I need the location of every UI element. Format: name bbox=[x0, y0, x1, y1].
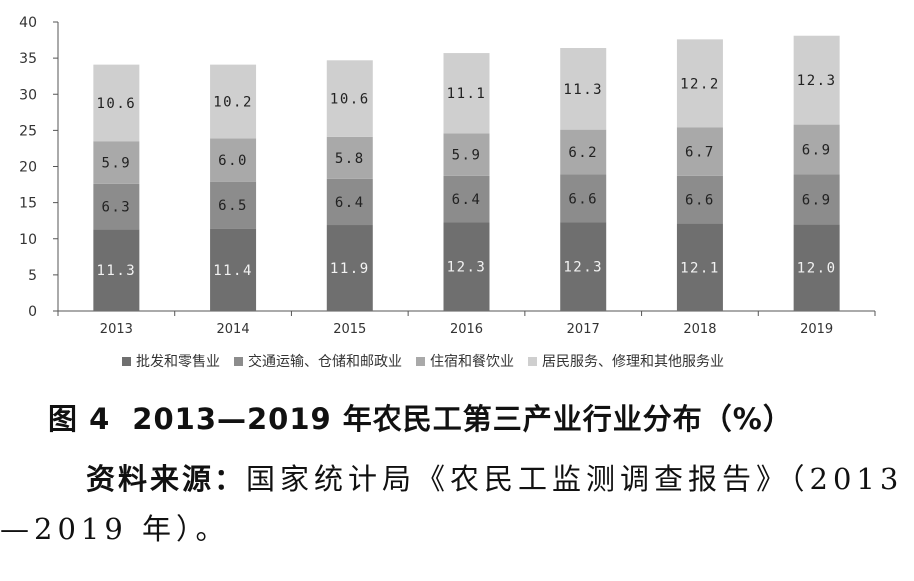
data-label: 11.4 bbox=[213, 263, 253, 279]
bar-segment bbox=[443, 133, 490, 176]
legend-item-retail: 批发和零售业 bbox=[122, 351, 220, 371]
data-label: 6.5 bbox=[218, 198, 248, 214]
bar-segment bbox=[793, 224, 840, 311]
y-tick-label: 5 bbox=[28, 268, 37, 284]
data-label: 6.9 bbox=[802, 192, 832, 208]
source-text: 国家统计局《农民工监测调查报告》（2013—2019 年）。 bbox=[0, 462, 904, 546]
bar-segment bbox=[210, 181, 257, 229]
data-label: 12.3 bbox=[563, 260, 603, 276]
bar-segment bbox=[676, 223, 723, 311]
bar-segment bbox=[443, 222, 490, 311]
y-tick-label: 30 bbox=[19, 87, 37, 103]
legend-label-transport: 交通运输、仓储和邮政业 bbox=[248, 354, 402, 370]
y-tick-label: 25 bbox=[19, 123, 37, 139]
y-tick-label: 10 bbox=[19, 232, 37, 248]
data-label: 5.9 bbox=[452, 148, 482, 164]
bar-segment bbox=[93, 183, 140, 230]
bar-segment bbox=[560, 129, 607, 175]
bar-segment bbox=[793, 35, 840, 125]
bar-segment bbox=[443, 175, 490, 223]
bar-segment bbox=[210, 228, 257, 311]
figure-number: 图 4 bbox=[48, 402, 111, 436]
data-label: 11.3 bbox=[96, 263, 136, 279]
legend-swatch-transport bbox=[234, 356, 243, 366]
legend-item-hospitality: 住宿和餐饮业 bbox=[416, 351, 514, 371]
bar-segment bbox=[793, 174, 840, 225]
bar-segment bbox=[326, 178, 373, 226]
data-label: 6.9 bbox=[802, 143, 832, 159]
data-label: 5.9 bbox=[101, 156, 131, 172]
data-label: 10.2 bbox=[213, 94, 253, 110]
x-tick-label: 2016 bbox=[450, 322, 483, 337]
data-label: 12.0 bbox=[797, 261, 837, 277]
data-label: 12.3 bbox=[447, 260, 487, 276]
legend-label-retail: 批发和零售业 bbox=[136, 354, 220, 370]
bar-segment bbox=[560, 174, 607, 223]
legend-item-services: 居民服务、修理和其他服务业 bbox=[528, 351, 724, 371]
data-label: 10.6 bbox=[330, 92, 370, 108]
bar-segment bbox=[676, 175, 723, 224]
chart-legend: 批发和零售业 交通运输、仓储和邮政业 住宿和餐饮业 居民服务、修理和其他服务业 bbox=[122, 350, 738, 372]
bar-segment bbox=[793, 124, 840, 175]
data-label: 6.2 bbox=[568, 145, 598, 161]
data-label: 6.7 bbox=[685, 145, 715, 161]
bar-segment bbox=[210, 138, 257, 182]
legend-swatch-hospitality bbox=[416, 356, 425, 366]
x-tick-label: 2014 bbox=[217, 322, 250, 337]
y-tick-label: 15 bbox=[19, 196, 37, 212]
data-label: 11.3 bbox=[563, 82, 603, 98]
stacked-bar-chart: 0 5 10 15 20 25 30 35 40 11.3 6.3 5.9 10.6 2013 11.4 6.… bbox=[19, 15, 876, 337]
data-label: 6.4 bbox=[335, 195, 365, 211]
data-label: 6.6 bbox=[685, 193, 715, 209]
data-label: 5.8 bbox=[335, 151, 365, 167]
bar-segment bbox=[93, 141, 140, 184]
x-tick-label: 2018 bbox=[683, 322, 716, 337]
data-label: 11.9 bbox=[330, 261, 370, 277]
y-tick-label: 40 bbox=[19, 15, 37, 31]
bar-segment bbox=[326, 136, 373, 179]
y-tick-label: 20 bbox=[19, 160, 37, 176]
bar-segment bbox=[560, 48, 607, 130]
x-tick-label: 2019 bbox=[800, 322, 833, 337]
data-label: 6.4 bbox=[452, 192, 482, 208]
data-label: 12.3 bbox=[797, 73, 837, 89]
x-tick-label: 2015 bbox=[333, 322, 366, 337]
bar-segment bbox=[676, 127, 723, 176]
bar-segment bbox=[93, 229, 140, 311]
legend-swatch-services bbox=[528, 356, 537, 366]
x-tick-label: 2017 bbox=[567, 322, 600, 337]
y-tick-label: 0 bbox=[28, 304, 37, 320]
data-label: 12.2 bbox=[680, 76, 720, 92]
bar-segment bbox=[93, 64, 140, 142]
data-label: 6.3 bbox=[101, 200, 131, 216]
legend-item-transport: 交通运输、仓储和邮政业 bbox=[234, 351, 402, 371]
data-label: 10.6 bbox=[96, 96, 136, 112]
bar-segment bbox=[560, 222, 607, 311]
figure-caption: 图 4 2013—2019 年农民工第三产业行业分布（%） bbox=[48, 396, 878, 438]
bar-segment bbox=[443, 53, 490, 134]
legend-label-services: 居民服务、修理和其他服务业 bbox=[542, 354, 724, 370]
legend-swatch-retail bbox=[122, 356, 131, 366]
source-label: 资料来源： bbox=[86, 462, 247, 496]
source-note: 资料来源：国家统计局《农民工监测调查报告》（2013—2019 年）。 bbox=[0, 454, 914, 554]
legend-label-hospitality: 住宿和餐饮业 bbox=[430, 354, 514, 370]
bar-segment bbox=[326, 60, 373, 137]
figure-title: 2013—2019 年农民工第三产业行业分布（%） bbox=[132, 402, 793, 436]
data-label: 6.0 bbox=[218, 153, 248, 169]
bar-segment bbox=[676, 39, 723, 128]
x-tick-label: 2013 bbox=[100, 322, 133, 337]
bar-segment bbox=[210, 64, 257, 139]
y-tick-label: 35 bbox=[19, 51, 37, 67]
data-label: 6.6 bbox=[568, 191, 598, 207]
bar-segment bbox=[326, 225, 373, 311]
data-label: 12.1 bbox=[680, 260, 720, 276]
data-label: 11.1 bbox=[447, 86, 487, 102]
